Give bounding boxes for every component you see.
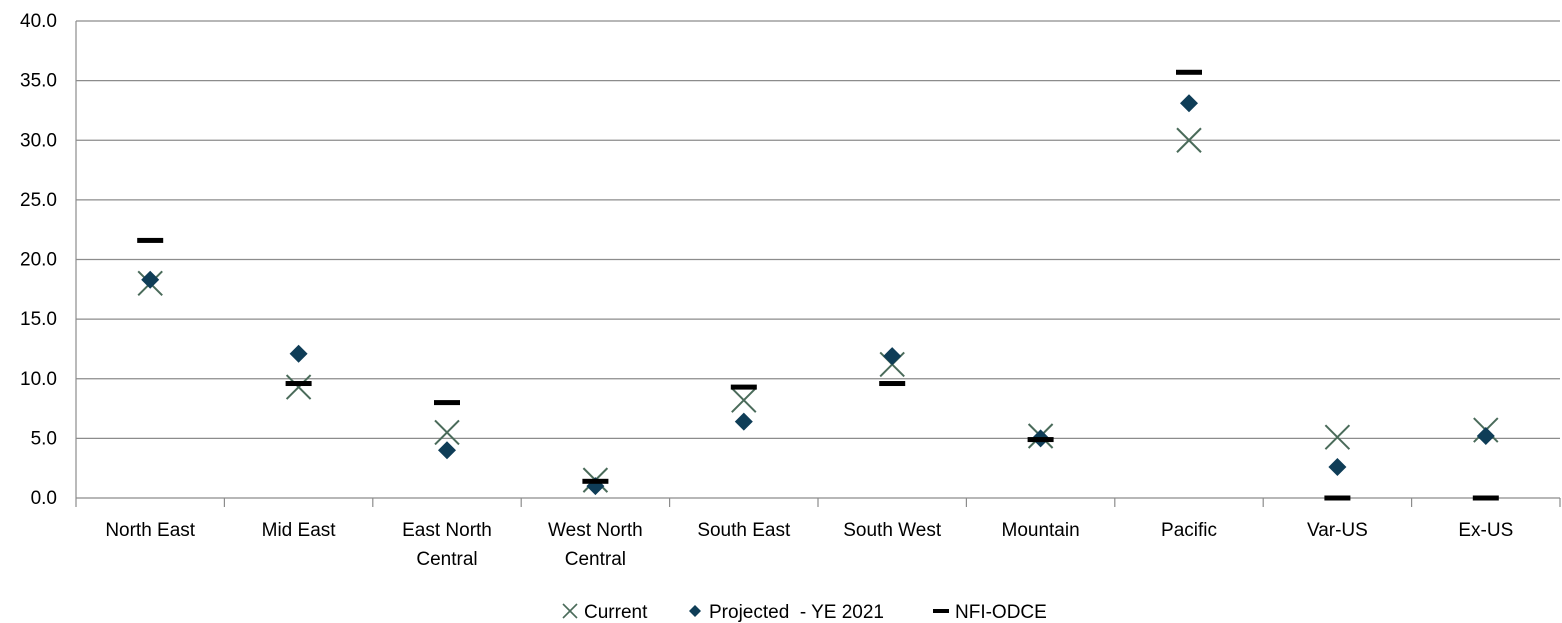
- x-category-label: East North Central: [402, 520, 492, 570]
- y-tick-label: 0.0: [31, 488, 57, 509]
- nfi-odce-point: [137, 237, 164, 243]
- current-point: [285, 374, 312, 400]
- nfi-odce-point: [1472, 495, 1499, 501]
- current-point: [731, 387, 757, 413]
- nfi-odce-point: [285, 381, 312, 387]
- y-axis-ticks: 0.0 5.0 10.0 15.0 20.0 25.0 30.0 35.0 40.0: [20, 11, 57, 509]
- nfi-odce-point: [582, 478, 609, 484]
- legend-diamond-icon: [689, 605, 701, 617]
- x-category-label: South East: [697, 520, 791, 541]
- x-category-label: West North Central: [548, 520, 643, 570]
- projected-point: [1476, 426, 1495, 445]
- y-tick-label: 5.0: [31, 428, 57, 449]
- projected-point: [289, 344, 308, 363]
- data-marks: [137, 69, 1499, 501]
- y-tick-label: 30.0: [20, 130, 57, 151]
- y-tick-label: 35.0: [20, 71, 57, 92]
- projected-point: [734, 412, 753, 431]
- series-0: [137, 127, 1499, 493]
- series-2: [137, 69, 1499, 501]
- x-category-label: Mid East: [262, 520, 337, 541]
- legend-label: Current: [584, 602, 648, 623]
- x-category-label: South West: [843, 520, 942, 541]
- nfi-odce-point: [879, 381, 906, 387]
- y-tick-label: 15.0: [20, 309, 57, 330]
- projected-point: [883, 347, 902, 366]
- legend-label: Projected - YE 2021: [709, 602, 884, 623]
- series-1: [141, 94, 1495, 496]
- legend-label: NFI-ODCE: [955, 602, 1047, 623]
- x-category-label: Pacific: [1161, 520, 1217, 541]
- nfi-odce-point: [434, 400, 460, 406]
- projected-point: [141, 270, 160, 289]
- nfi-odce-point: [1176, 69, 1202, 75]
- current-point: [1176, 127, 1202, 153]
- x-axis: North East Mid East East North Central West …: [75, 21, 1561, 570]
- x-category-label: North East: [105, 520, 195, 541]
- nfi-odce-point: [1027, 437, 1054, 443]
- x-category-label: Var-US: [1307, 520, 1368, 541]
- legend-dash-icon: [933, 609, 949, 613]
- legend-item: NFI-ODCE: [933, 602, 1047, 623]
- nfi-odce-point: [1324, 495, 1351, 501]
- x-category-label: Ex-US: [1458, 520, 1513, 541]
- x-category-label: Mountain: [1002, 520, 1080, 541]
- y-tick-label: 25.0: [20, 190, 57, 211]
- current-point: [434, 419, 460, 446]
- projected-point: [1328, 457, 1347, 476]
- legend: Current Projected - YE 2021 NFI-ODCE: [562, 602, 1047, 623]
- projected-point: [1180, 94, 1198, 113]
- y-tick-label: 20.0: [20, 250, 57, 271]
- y-tick-label: 40.0: [20, 11, 57, 32]
- gridlines: [76, 20, 1560, 499]
- legend-item: Current: [562, 602, 648, 623]
- y-tick-label: 10.0: [20, 369, 57, 390]
- projected-point: [438, 441, 456, 460]
- current-point: [1324, 424, 1351, 450]
- legend-item: Projected - YE 2021: [689, 602, 884, 623]
- nfi-odce-point: [730, 384, 757, 390]
